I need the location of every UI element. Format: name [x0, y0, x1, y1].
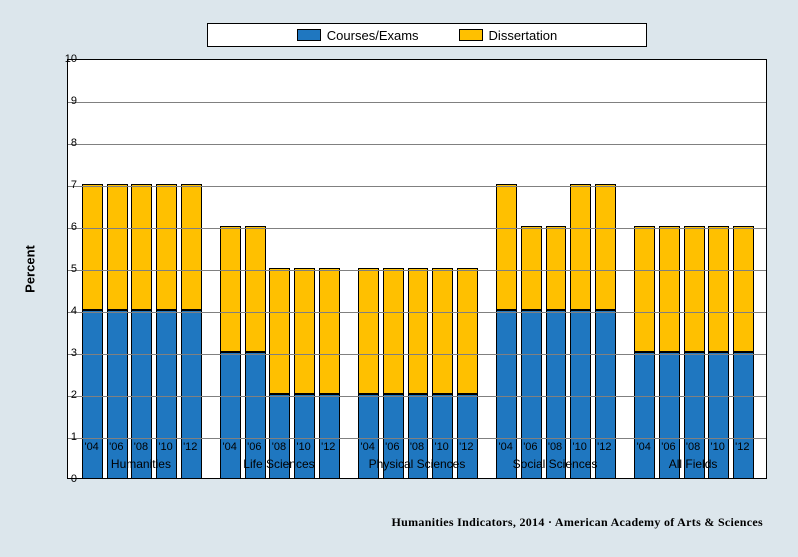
bar-segment-dissertation	[319, 268, 340, 394]
bar-segment-courses	[220, 352, 241, 478]
gridline	[68, 186, 766, 187]
xtick-label: '04	[223, 441, 237, 453]
ytick-label: 3	[47, 347, 77, 359]
group-label: All Fields	[669, 457, 718, 471]
xtick-label: '06	[109, 441, 123, 453]
ytick-label: 0	[47, 473, 77, 485]
xtick-label: '04	[84, 441, 98, 453]
bar-segment-dissertation	[408, 268, 429, 394]
gridline	[68, 396, 766, 397]
bar-segment-dissertation	[570, 184, 591, 310]
bar-segment-dissertation	[432, 268, 453, 394]
legend-swatch-courses	[297, 29, 321, 41]
xtick-label: '08	[272, 441, 286, 453]
gridline	[68, 438, 766, 439]
group-label: Physical Sciences	[369, 457, 466, 471]
ytick-label: 6	[47, 221, 77, 233]
ytick-label: 10	[47, 53, 77, 65]
gridline	[68, 270, 766, 271]
xtick-label: '08	[548, 441, 562, 453]
gridline	[68, 144, 766, 145]
gridline	[68, 228, 766, 229]
bar-segment-dissertation	[220, 226, 241, 352]
bar-segment-dissertation	[684, 226, 705, 352]
xtick-label: '06	[385, 441, 399, 453]
xtick-label: '10	[434, 441, 448, 453]
xtick-label: '04	[637, 441, 651, 453]
xtick-label: '10	[158, 441, 172, 453]
ytick-label: 7	[47, 179, 77, 191]
legend-item-dissertation: Dissertation	[459, 28, 558, 43]
legend-item-courses: Courses/Exams	[297, 28, 419, 43]
bar-segment-courses	[319, 394, 340, 478]
bar-segment-dissertation	[245, 226, 266, 352]
bar-segment-dissertation	[521, 226, 542, 310]
ytick-label: 5	[47, 263, 77, 275]
y-axis-label: Percent	[23, 245, 38, 293]
bar-segment-dissertation	[546, 226, 567, 310]
ytick-label: 1	[47, 431, 77, 443]
ytick-label: 4	[47, 305, 77, 317]
xtick-label: '06	[661, 441, 675, 453]
bar-segment-dissertation	[156, 184, 177, 310]
group-label: Humanities	[111, 457, 171, 471]
bar-segment-dissertation	[358, 268, 379, 394]
bar-segment-dissertation	[457, 268, 478, 394]
xtick-label: '08	[410, 441, 424, 453]
xtick-label: '04	[499, 441, 513, 453]
legend-label-courses: Courses/Exams	[327, 28, 419, 43]
legend: Courses/Exams Dissertation	[207, 23, 647, 47]
plot-area: Percent	[67, 59, 767, 479]
bar-segment-dissertation	[383, 268, 404, 394]
ytick-label: 9	[47, 95, 77, 107]
bar-segment-dissertation	[496, 184, 517, 310]
xtick-label: '12	[183, 441, 197, 453]
bar-segment-dissertation	[634, 226, 655, 352]
legend-label-dissertation: Dissertation	[489, 28, 558, 43]
bar-segment-dissertation	[269, 268, 290, 394]
bar-segment-dissertation	[708, 226, 729, 352]
bar-segment-dissertation	[294, 268, 315, 394]
bar-segment-dissertation	[181, 184, 202, 310]
caption: Humanities Indicators, 2014 · American A…	[392, 515, 763, 530]
xtick-label: '08	[134, 441, 148, 453]
gridline	[68, 312, 766, 313]
bar-segment-dissertation	[131, 184, 152, 310]
chart-frame: Courses/Exams Dissertation Percent Human…	[17, 17, 781, 540]
bar-segment-dissertation	[595, 184, 616, 310]
bar-segment-dissertation	[82, 184, 103, 310]
group-label: Life Sciences	[243, 457, 314, 471]
xtick-label: '04	[361, 441, 375, 453]
xtick-label: '10	[296, 441, 310, 453]
xtick-label: '08	[686, 441, 700, 453]
ytick-label: 2	[47, 389, 77, 401]
xtick-label: '12	[597, 441, 611, 453]
bar-segment-courses	[634, 352, 655, 478]
xtick-label: '10	[573, 441, 587, 453]
xtick-label: '12	[321, 441, 335, 453]
xtick-label: '06	[523, 441, 537, 453]
xtick-label: '10	[711, 441, 725, 453]
bar-segment-dissertation	[659, 226, 680, 352]
legend-swatch-dissertation	[459, 29, 483, 41]
xtick-label: '06	[247, 441, 261, 453]
gridline	[68, 354, 766, 355]
bar-segment-dissertation	[733, 226, 754, 352]
xtick-label: '12	[459, 441, 473, 453]
bar-segment-dissertation	[107, 184, 128, 310]
group-label: Social Sciences	[513, 457, 598, 471]
bar-segment-courses	[733, 352, 754, 478]
ytick-label: 8	[47, 137, 77, 149]
bars-layer	[68, 60, 766, 478]
xtick-label: '12	[735, 441, 749, 453]
gridline	[68, 102, 766, 103]
